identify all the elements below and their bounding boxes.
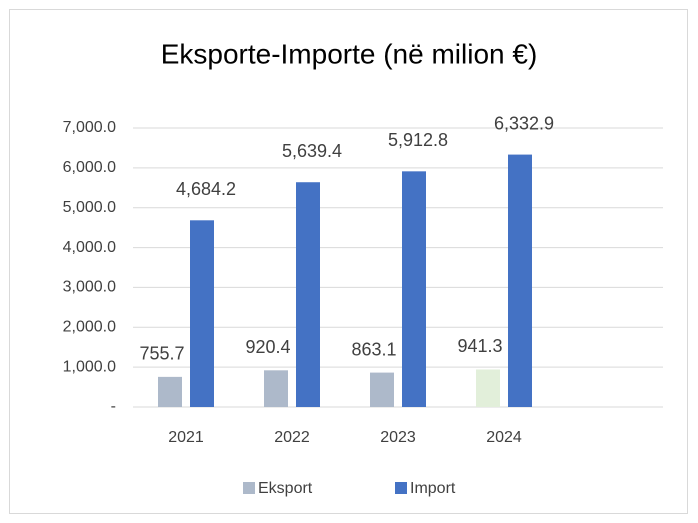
data-label: 920.4: [245, 337, 290, 357]
data-label: 4,684.2: [176, 179, 236, 199]
bar: [402, 171, 426, 407]
bar: [296, 182, 320, 407]
data-label: 755.7: [139, 344, 184, 364]
bar: [264, 370, 288, 407]
data-label: 6,332.9: [494, 113, 554, 133]
bar: [476, 369, 500, 407]
data-label: 5,912.8: [388, 130, 448, 150]
legend-swatch: [395, 482, 407, 494]
x-tick-label: 2023: [380, 429, 416, 446]
y-tick-label: -: [111, 398, 116, 415]
y-tick-label: 5,000.0: [63, 199, 116, 216]
y-tick-label: 2,000.0: [63, 319, 116, 336]
bar: [158, 376, 182, 407]
data-label: 863.1: [351, 339, 396, 359]
y-tick-label: 4,000.0: [63, 239, 116, 256]
y-tick-label: 6,000.0: [63, 159, 116, 176]
y-tick-label: 3,000.0: [63, 279, 116, 296]
data-label: 5,639.4: [282, 141, 342, 161]
bar: [508, 154, 532, 407]
chart-title: Eksporte-Importe (në milion €): [161, 38, 538, 69]
x-tick-label: 2021: [168, 429, 204, 446]
data-label: 941.3: [457, 336, 502, 356]
chart-border: [9, 9, 688, 514]
bar: [190, 220, 214, 407]
y-tick-label: 7,000.0: [63, 119, 116, 136]
x-tick-label: 2024: [486, 429, 522, 446]
bar: [370, 372, 394, 407]
x-tick-label: 2022: [274, 429, 310, 446]
legend-label: Eksport: [258, 480, 313, 497]
y-tick-label: 1,000.0: [63, 358, 116, 375]
legend-label: Import: [410, 480, 456, 497]
legend-swatch: [243, 482, 255, 494]
